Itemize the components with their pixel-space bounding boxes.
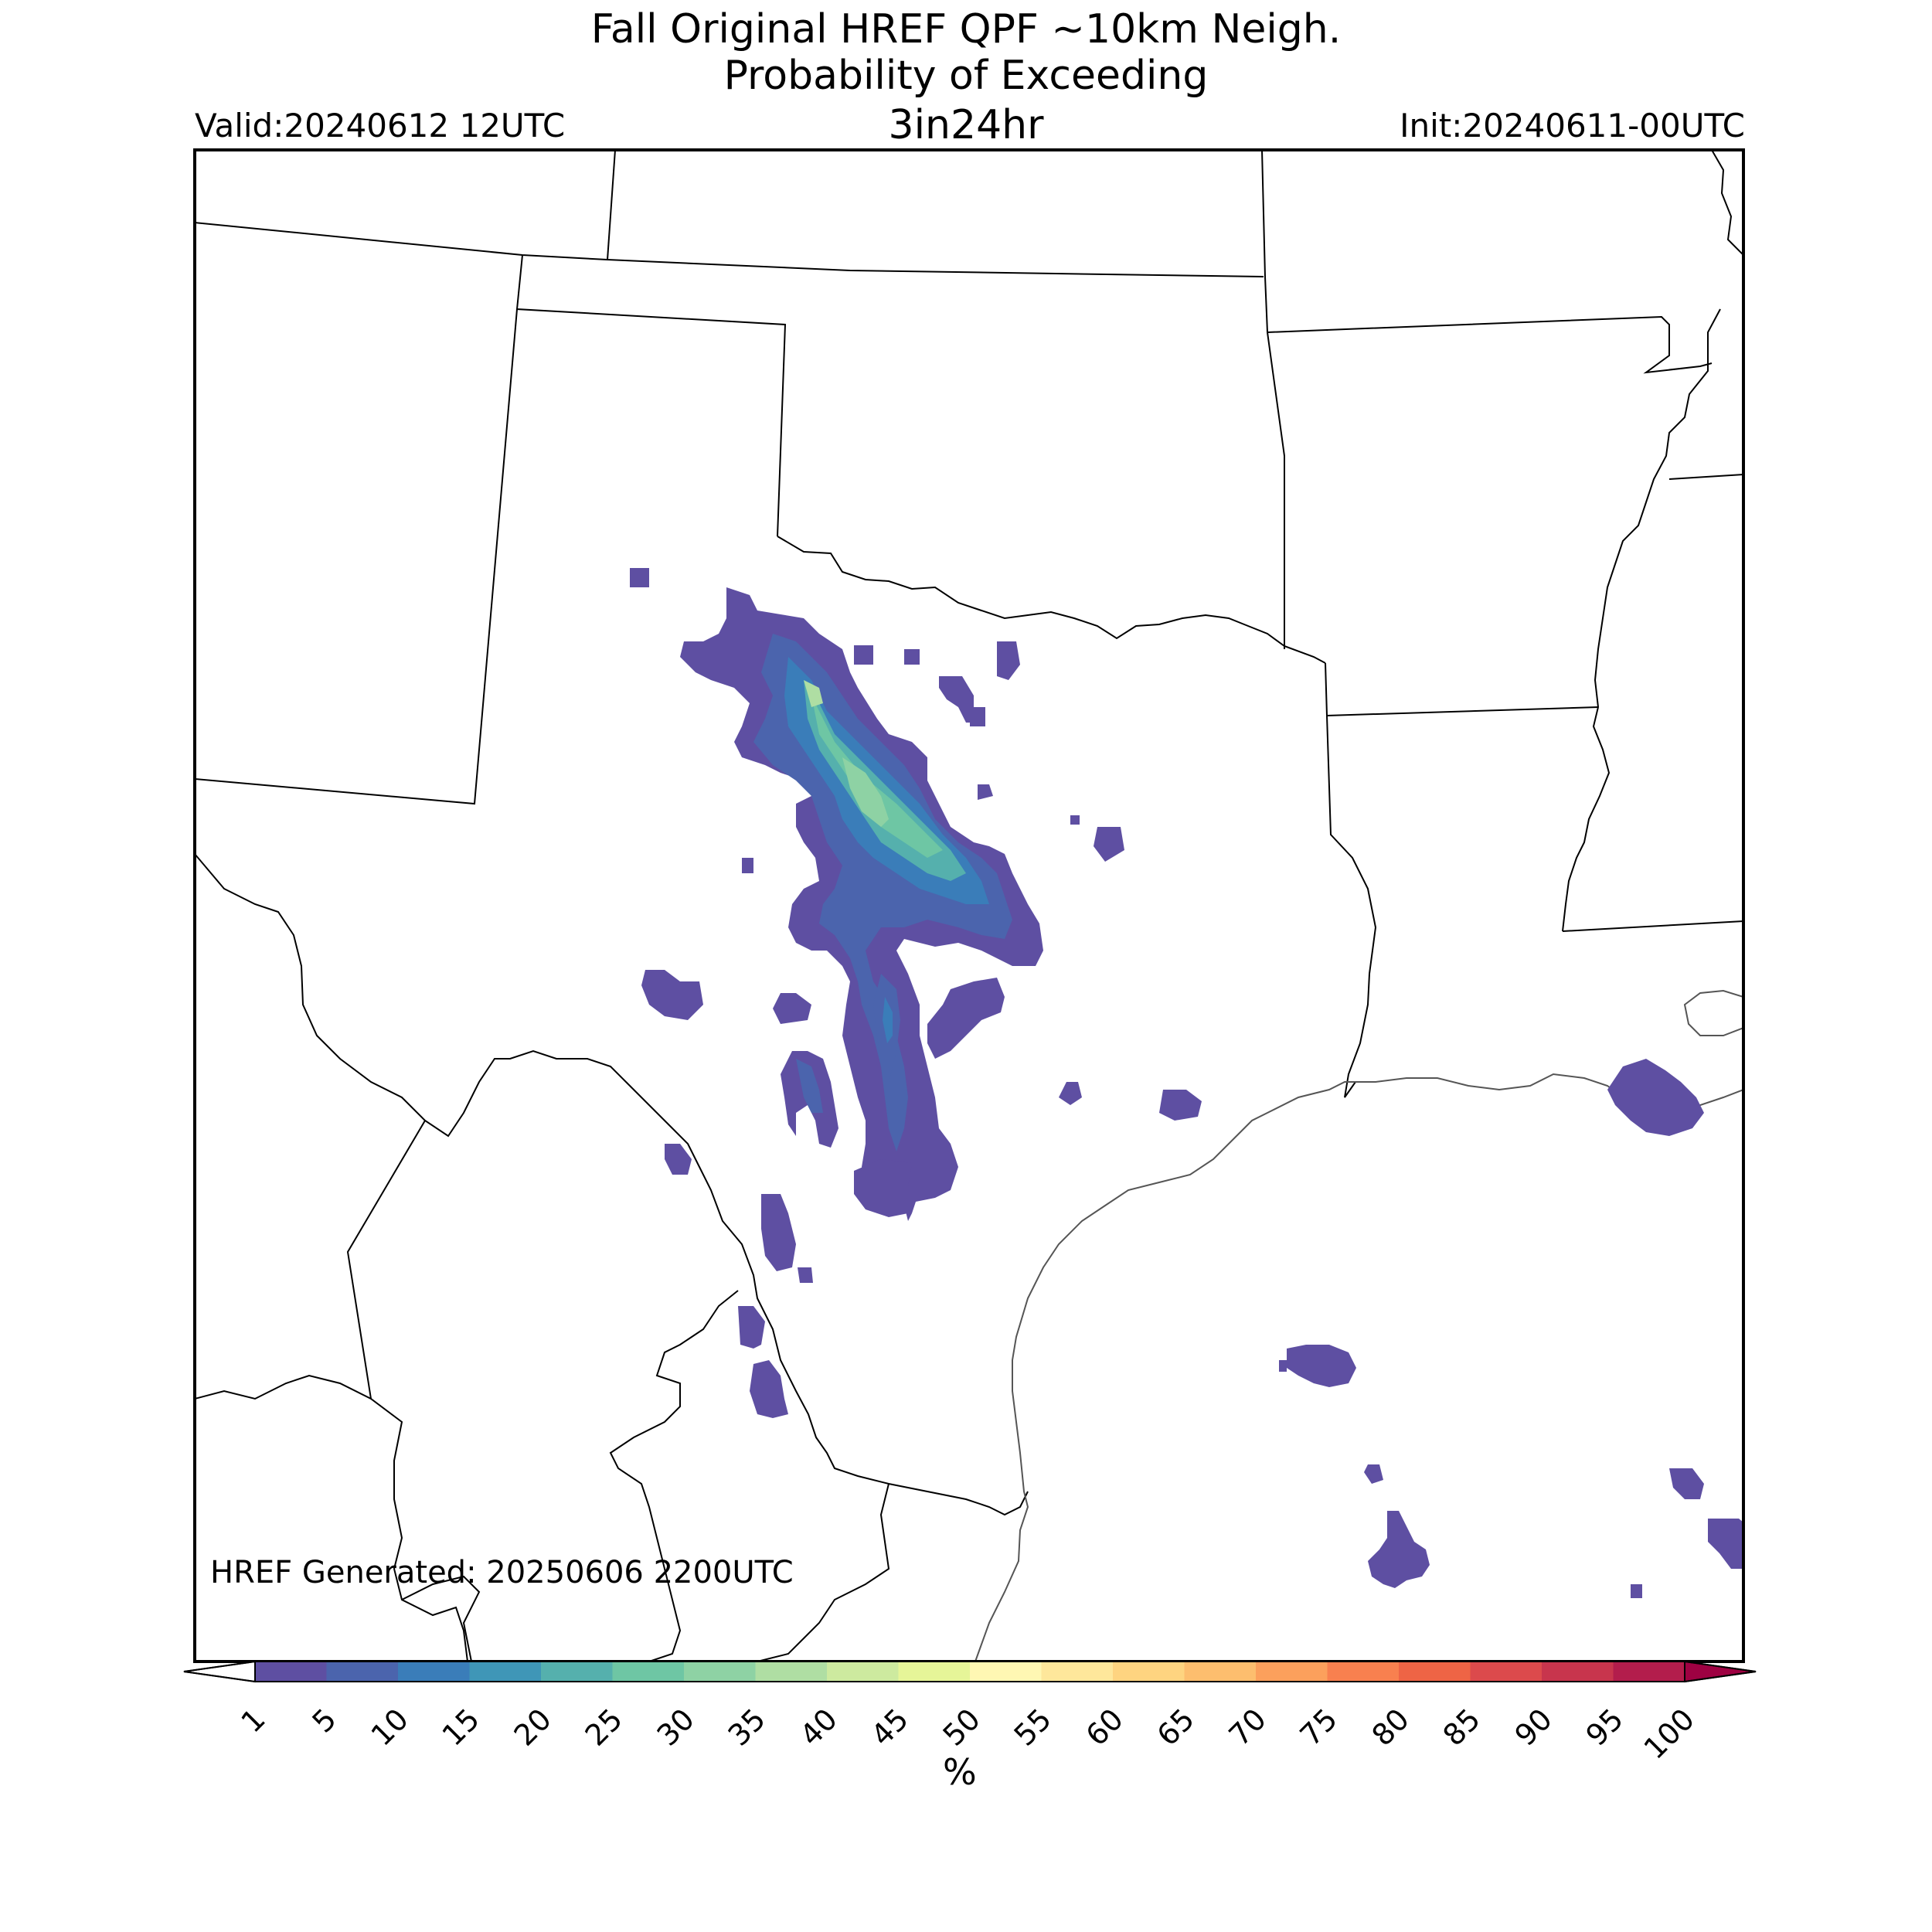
- probability-cell: [1708, 1519, 1743, 1569]
- probability-cell: [1094, 827, 1124, 862]
- mexico-state-boundary-3: [609, 1290, 739, 1662]
- probability-cell: [854, 645, 873, 665]
- probability-cell: [811, 696, 943, 858]
- state-boundary-la-ms: [1562, 920, 1743, 932]
- state-boundary-mo-ar: [1267, 315, 1713, 374]
- href-generated-note: HREF Generated: 20250606 2200UTC: [210, 1555, 794, 1590]
- colorbar-swatch: [1327, 1662, 1400, 1682]
- map-title-line1: Fall Original HREF QPF ~10km Neigh.: [590, 6, 1342, 53]
- state-boundary-ok-ar-tx-east: [1325, 662, 1377, 1098]
- probability-cell: [854, 1159, 912, 1217]
- colorbar-max-extend: [1684, 1660, 1757, 1683]
- mexico-state-boundary-2: [195, 1374, 468, 1662]
- colorbar-swatch: [1542, 1662, 1614, 1682]
- probability-cell: [997, 641, 1020, 680]
- state-boundary-nm-tx-west: [195, 308, 518, 805]
- colorbar-swatch: [827, 1662, 899, 1682]
- probability-cell: [804, 680, 966, 881]
- probability-cell: [904, 649, 920, 665]
- colorbar-swatch: [755, 1662, 828, 1682]
- colorbar-swatch: [326, 1662, 399, 1682]
- colorbar-swatch: [1470, 1662, 1543, 1682]
- probability-cell: [738, 1306, 765, 1349]
- init-time-label: Init:20240611-00UTC: [1400, 107, 1745, 145]
- colorbar-swatch: [398, 1662, 470, 1682]
- state-boundary-ar-la: [1326, 706, 1599, 716]
- state-boundary-ks-ok: [515, 254, 787, 537]
- probability-cell: [927, 978, 1005, 1059]
- map-title-line3: 3in24hr: [888, 102, 1044, 148]
- gulf-coastline: [975, 1073, 1743, 1662]
- probability-cell: [796, 1059, 823, 1113]
- probability-cell: [761, 1194, 796, 1271]
- probability-cell: [798, 1267, 813, 1283]
- colorbar-swatch: [1041, 1662, 1114, 1682]
- state-boundary-ne-ks: [607, 150, 616, 260]
- valid-time-label: Valid:20240612 12UTC: [195, 107, 566, 145]
- colorbar-outline: [183, 1661, 1757, 1682]
- state-boundary-ar-ms: [1668, 474, 1743, 480]
- probability-cell: [1159, 1090, 1202, 1121]
- probability-cell: [1287, 1345, 1356, 1387]
- probability-cell: [1631, 1584, 1642, 1598]
- probability-cell: [630, 568, 649, 587]
- probability-cell: [1059, 1082, 1082, 1105]
- colorbar-swatch: [1613, 1662, 1685, 1682]
- probability-cell: [842, 757, 889, 827]
- mississippi-river: [1562, 150, 1743, 932]
- probability-cell: [804, 680, 823, 707]
- probability-cell: [1279, 1360, 1287, 1372]
- probability-cell: [1364, 1464, 1383, 1484]
- colorbar-swatch: [612, 1662, 685, 1682]
- state-boundary-red-river: [777, 536, 1326, 664]
- colorbar-swatch: [255, 1662, 327, 1682]
- colorbar-swatch: [1256, 1662, 1328, 1682]
- colorbar-min-extend: [183, 1660, 256, 1683]
- colorbar-swatch: [1184, 1662, 1257, 1682]
- mexico-state-boundary-4: [757, 1483, 890, 1662]
- probability-cell: [1070, 815, 1080, 825]
- colorbar-units: %: [943, 1751, 977, 1793]
- lake-pontchartrain: [1683, 989, 1743, 1036]
- colorbar-swatch: [1113, 1662, 1185, 1682]
- state-boundary-nm-tx-south: [195, 853, 1029, 1516]
- probability-cell: [1669, 1468, 1704, 1499]
- colorbar-swatch: [541, 1662, 613, 1682]
- colorbar-swatch: [898, 1662, 971, 1682]
- probability-cell: [773, 993, 811, 1024]
- colorbar-swatch: [469, 1662, 542, 1682]
- precip-probability-fields: [630, 568, 1743, 1598]
- probability-cell: [665, 1144, 692, 1175]
- colorbar-swatch: [1399, 1662, 1471, 1682]
- probability-cell: [1607, 1059, 1704, 1136]
- probability-cell: [978, 784, 993, 800]
- colorbar-swatch: [970, 1662, 1042, 1682]
- probability-cell: [1368, 1511, 1430, 1588]
- probability-cell: [742, 858, 753, 873]
- mexico-state-boundary-5: [401, 1575, 481, 1662]
- mexico-state-boundary-1: [346, 1120, 426, 1400]
- probability-cell: [641, 970, 703, 1020]
- map-title-line2: Probability of Exceeding: [723, 53, 1209, 99]
- colorbar-swatch: [684, 1662, 756, 1682]
- probability-cell: [970, 707, 985, 726]
- probability-cell: [883, 997, 893, 1043]
- probability-cell: [750, 1360, 788, 1418]
